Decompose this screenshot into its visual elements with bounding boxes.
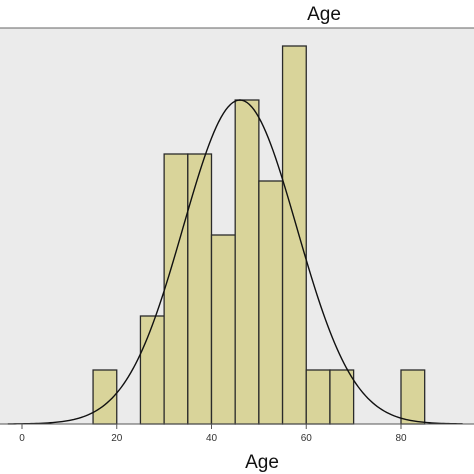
- x-tick-label-0: 0: [19, 433, 25, 444]
- histogram-bar-30-35: [163, 153, 189, 425]
- x-tick-label-40: 40: [206, 433, 218, 444]
- histogram-bar-45-50: [234, 99, 260, 425]
- x-tick-label-60: 60: [301, 433, 313, 444]
- normal-curve: [7, 99, 463, 425]
- x-ticks-group: 0 20 40 60 80: [19, 424, 407, 444]
- histogram-bar-60-65: [305, 369, 331, 425]
- histogram-bar-35-40: [187, 153, 213, 425]
- histogram-bar-55-60: [281, 45, 307, 425]
- histogram-bar-50-55: [258, 180, 284, 425]
- x-tick-label-20: 20: [111, 433, 123, 444]
- x-axis-label: Age: [245, 452, 279, 473]
- histogram-bar-65-70: [329, 369, 355, 425]
- bars-group: [92, 45, 426, 425]
- histogram-bar-80-85: [400, 369, 426, 425]
- x-tick-label-80: 80: [395, 433, 407, 444]
- histogram-bar-40-45: [210, 234, 236, 425]
- chart-title: Age: [307, 4, 341, 25]
- histogram-bar-25-30: [139, 315, 165, 425]
